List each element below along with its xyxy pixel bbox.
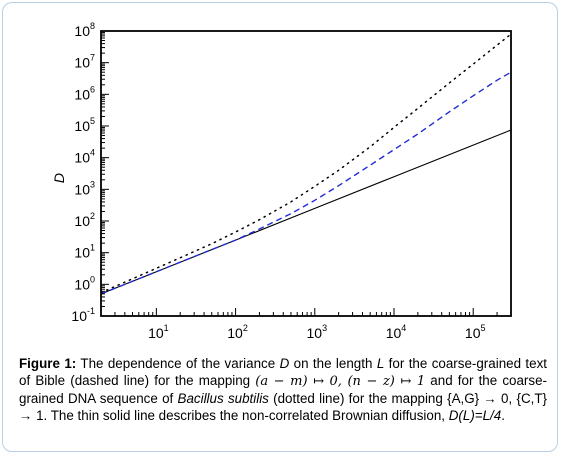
y-tick-label: 104	[74, 148, 95, 166]
y-tick-label: 102	[74, 211, 95, 229]
y-tick-label: 105	[74, 116, 95, 134]
y-tick-label: 103	[74, 179, 95, 197]
caption-text: (dotted line) for the mapping {A,G} → 0,…	[19, 391, 547, 423]
y-tick-label: 101	[74, 243, 95, 261]
x-tick-label: 105	[465, 323, 486, 341]
y-tick-label: 108	[74, 21, 95, 39]
caption-text: and for the coarse-grained DNA sequence …	[19, 373, 547, 406]
series-line-solid	[101, 129, 511, 295]
caption-formula: D(L)=L/4	[448, 408, 502, 423]
caption-text: .	[501, 408, 505, 423]
plot-area-frame	[100, 30, 512, 317]
tick-label-layer: 101 102 103 104 105 10-1 100 101 102 103 104 105 106…	[71, 21, 485, 341]
figure-caption: Figure 1: The dependence of the variance…	[19, 355, 547, 424]
y-tick-label: 10-1	[71, 306, 95, 324]
caption-var-d: D	[279, 356, 290, 371]
x-tick-label: 102	[227, 323, 248, 341]
y-tick-label: 107	[74, 53, 95, 71]
y-tick-label: 100	[74, 274, 95, 292]
series-line-dotted	[101, 33, 511, 294]
caption-species: Bacillus subtilis	[177, 391, 269, 406]
x-tick-label: 103	[306, 323, 327, 341]
caption-text: for the coarse-grained text of Bible (da…	[19, 356, 548, 388]
series-line-dashed	[101, 71, 511, 295]
x-tick-label: 104	[386, 323, 407, 341]
y-axis-label: D	[51, 173, 67, 183]
figure-frame	[2, 2, 558, 452]
caption-text: on the length	[289, 356, 377, 371]
series-layer	[101, 33, 511, 295]
figure-label: Figure 1:	[19, 356, 77, 371]
x-tick-label: 101	[148, 323, 169, 341]
caption-var-l: L	[376, 356, 385, 371]
tick-layer	[100, 30, 512, 317]
caption-mapping: (a − m) ↦ 0, (n − z) ↦ 1	[255, 374, 426, 389]
y-tick-label: 106	[74, 84, 95, 102]
caption-text: The dependence of the variance	[76, 356, 280, 371]
log-log-chart: 101 102 103 104 105 10-1 100 101 102 103 104 105 106…	[51, 21, 512, 341]
